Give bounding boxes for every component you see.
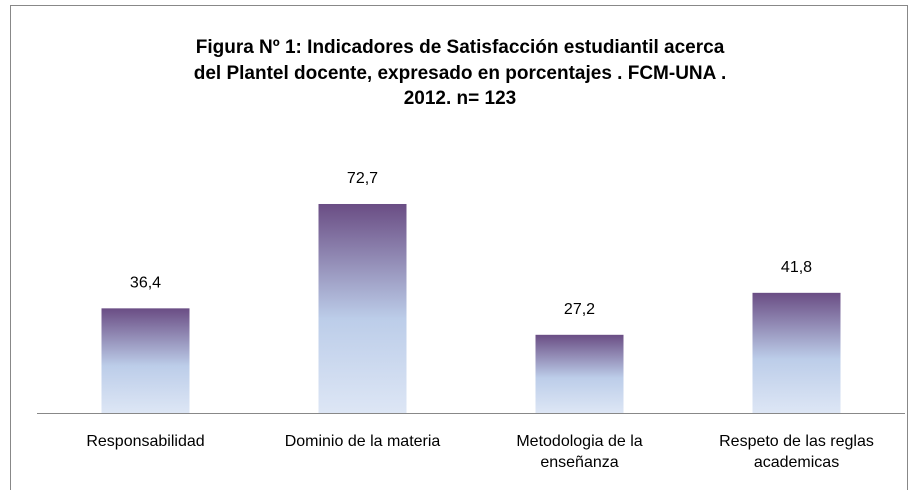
x-tick-label: Respeto de las reglas academicas: [719, 433, 874, 471]
data-label: 72,7: [347, 170, 378, 187]
chart-title: del Plantel docente, expresado en porcen…: [194, 63, 726, 84]
chart-title: Figura Nº 1: Indicadores de Satisfacción…: [196, 37, 725, 58]
chart-title: 2012. n= 123: [404, 88, 517, 109]
x-tick-label: Dominio de la materia: [284, 433, 441, 450]
bar: [101, 308, 190, 413]
bar: [318, 203, 407, 413]
bar: [752, 292, 841, 413]
x-tick-label: Responsabilidad: [86, 433, 205, 450]
data-label: 41,8: [781, 259, 812, 276]
x-tick-label: Metodologia de la enseñanza: [516, 433, 643, 471]
bar: [535, 334, 624, 413]
data-label: 36,4: [130, 275, 161, 292]
data-label: 27,2: [564, 301, 595, 318]
